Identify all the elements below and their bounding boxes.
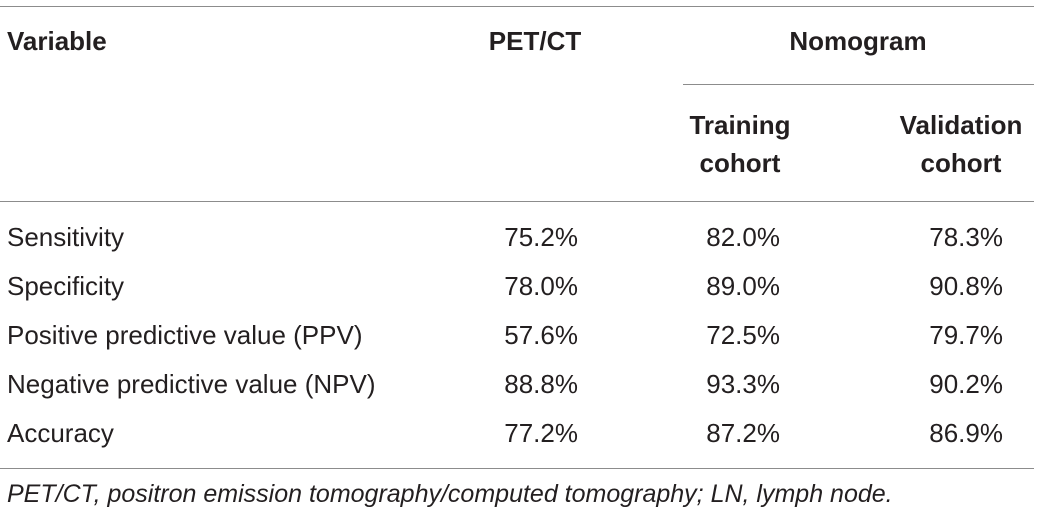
header-nomogram: Nomogram xyxy=(789,26,927,56)
row-label-accuracy: Accuracy xyxy=(7,418,114,448)
cell-validation-sensitivity: 78.3% xyxy=(929,222,1003,252)
cell-validation-accuracy: 86.9% xyxy=(929,418,1003,448)
cell-training-accuracy: 87.2% xyxy=(706,418,780,448)
header-training-line1: Training xyxy=(689,110,791,140)
header-bottom-rule xyxy=(0,201,1034,202)
header-training-cohort: Training cohort xyxy=(689,106,790,182)
nomogram-span-rule xyxy=(683,84,1034,85)
cell-petct-specificity: 78.0% xyxy=(504,271,578,301)
table-bottom-rule xyxy=(0,468,1034,469)
cell-validation-npv: 90.2% xyxy=(929,369,1003,399)
header-validation-cohort: Validation cohort xyxy=(900,106,1023,182)
row-label-npv: Negative predictive value (NPV) xyxy=(7,369,376,399)
table-top-rule xyxy=(0,6,1034,7)
header-training-line2: cohort xyxy=(699,148,781,178)
cell-training-ppv: 72.5% xyxy=(706,320,780,350)
cell-petct-ppv: 57.6% xyxy=(504,320,578,350)
cell-training-specificity: 89.0% xyxy=(706,271,780,301)
cell-training-npv: 93.3% xyxy=(706,369,780,399)
header-validation-line2: cohort xyxy=(920,148,1002,178)
cell-training-sensitivity: 82.0% xyxy=(706,222,780,252)
header-petct: PET/CT xyxy=(488,26,582,56)
cell-validation-ppv: 79.7% xyxy=(929,320,1003,350)
row-label-specificity: Specificity xyxy=(7,271,125,301)
header-variable: Variable xyxy=(7,26,107,56)
row-label-ppv: Positive predictive value (PPV) xyxy=(7,320,363,350)
row-label-sensitivity: Sensitivity xyxy=(7,222,125,252)
table-footnote: PET/CT, positron emission tomography/com… xyxy=(7,480,893,508)
cell-validation-specificity: 90.8% xyxy=(929,271,1003,301)
header-validation-line1: Validation xyxy=(899,110,1023,140)
cell-petct-sensitivity: 75.2% xyxy=(504,222,578,252)
cell-petct-npv: 88.8% xyxy=(504,369,578,399)
cell-petct-accuracy: 77.2% xyxy=(504,418,578,448)
